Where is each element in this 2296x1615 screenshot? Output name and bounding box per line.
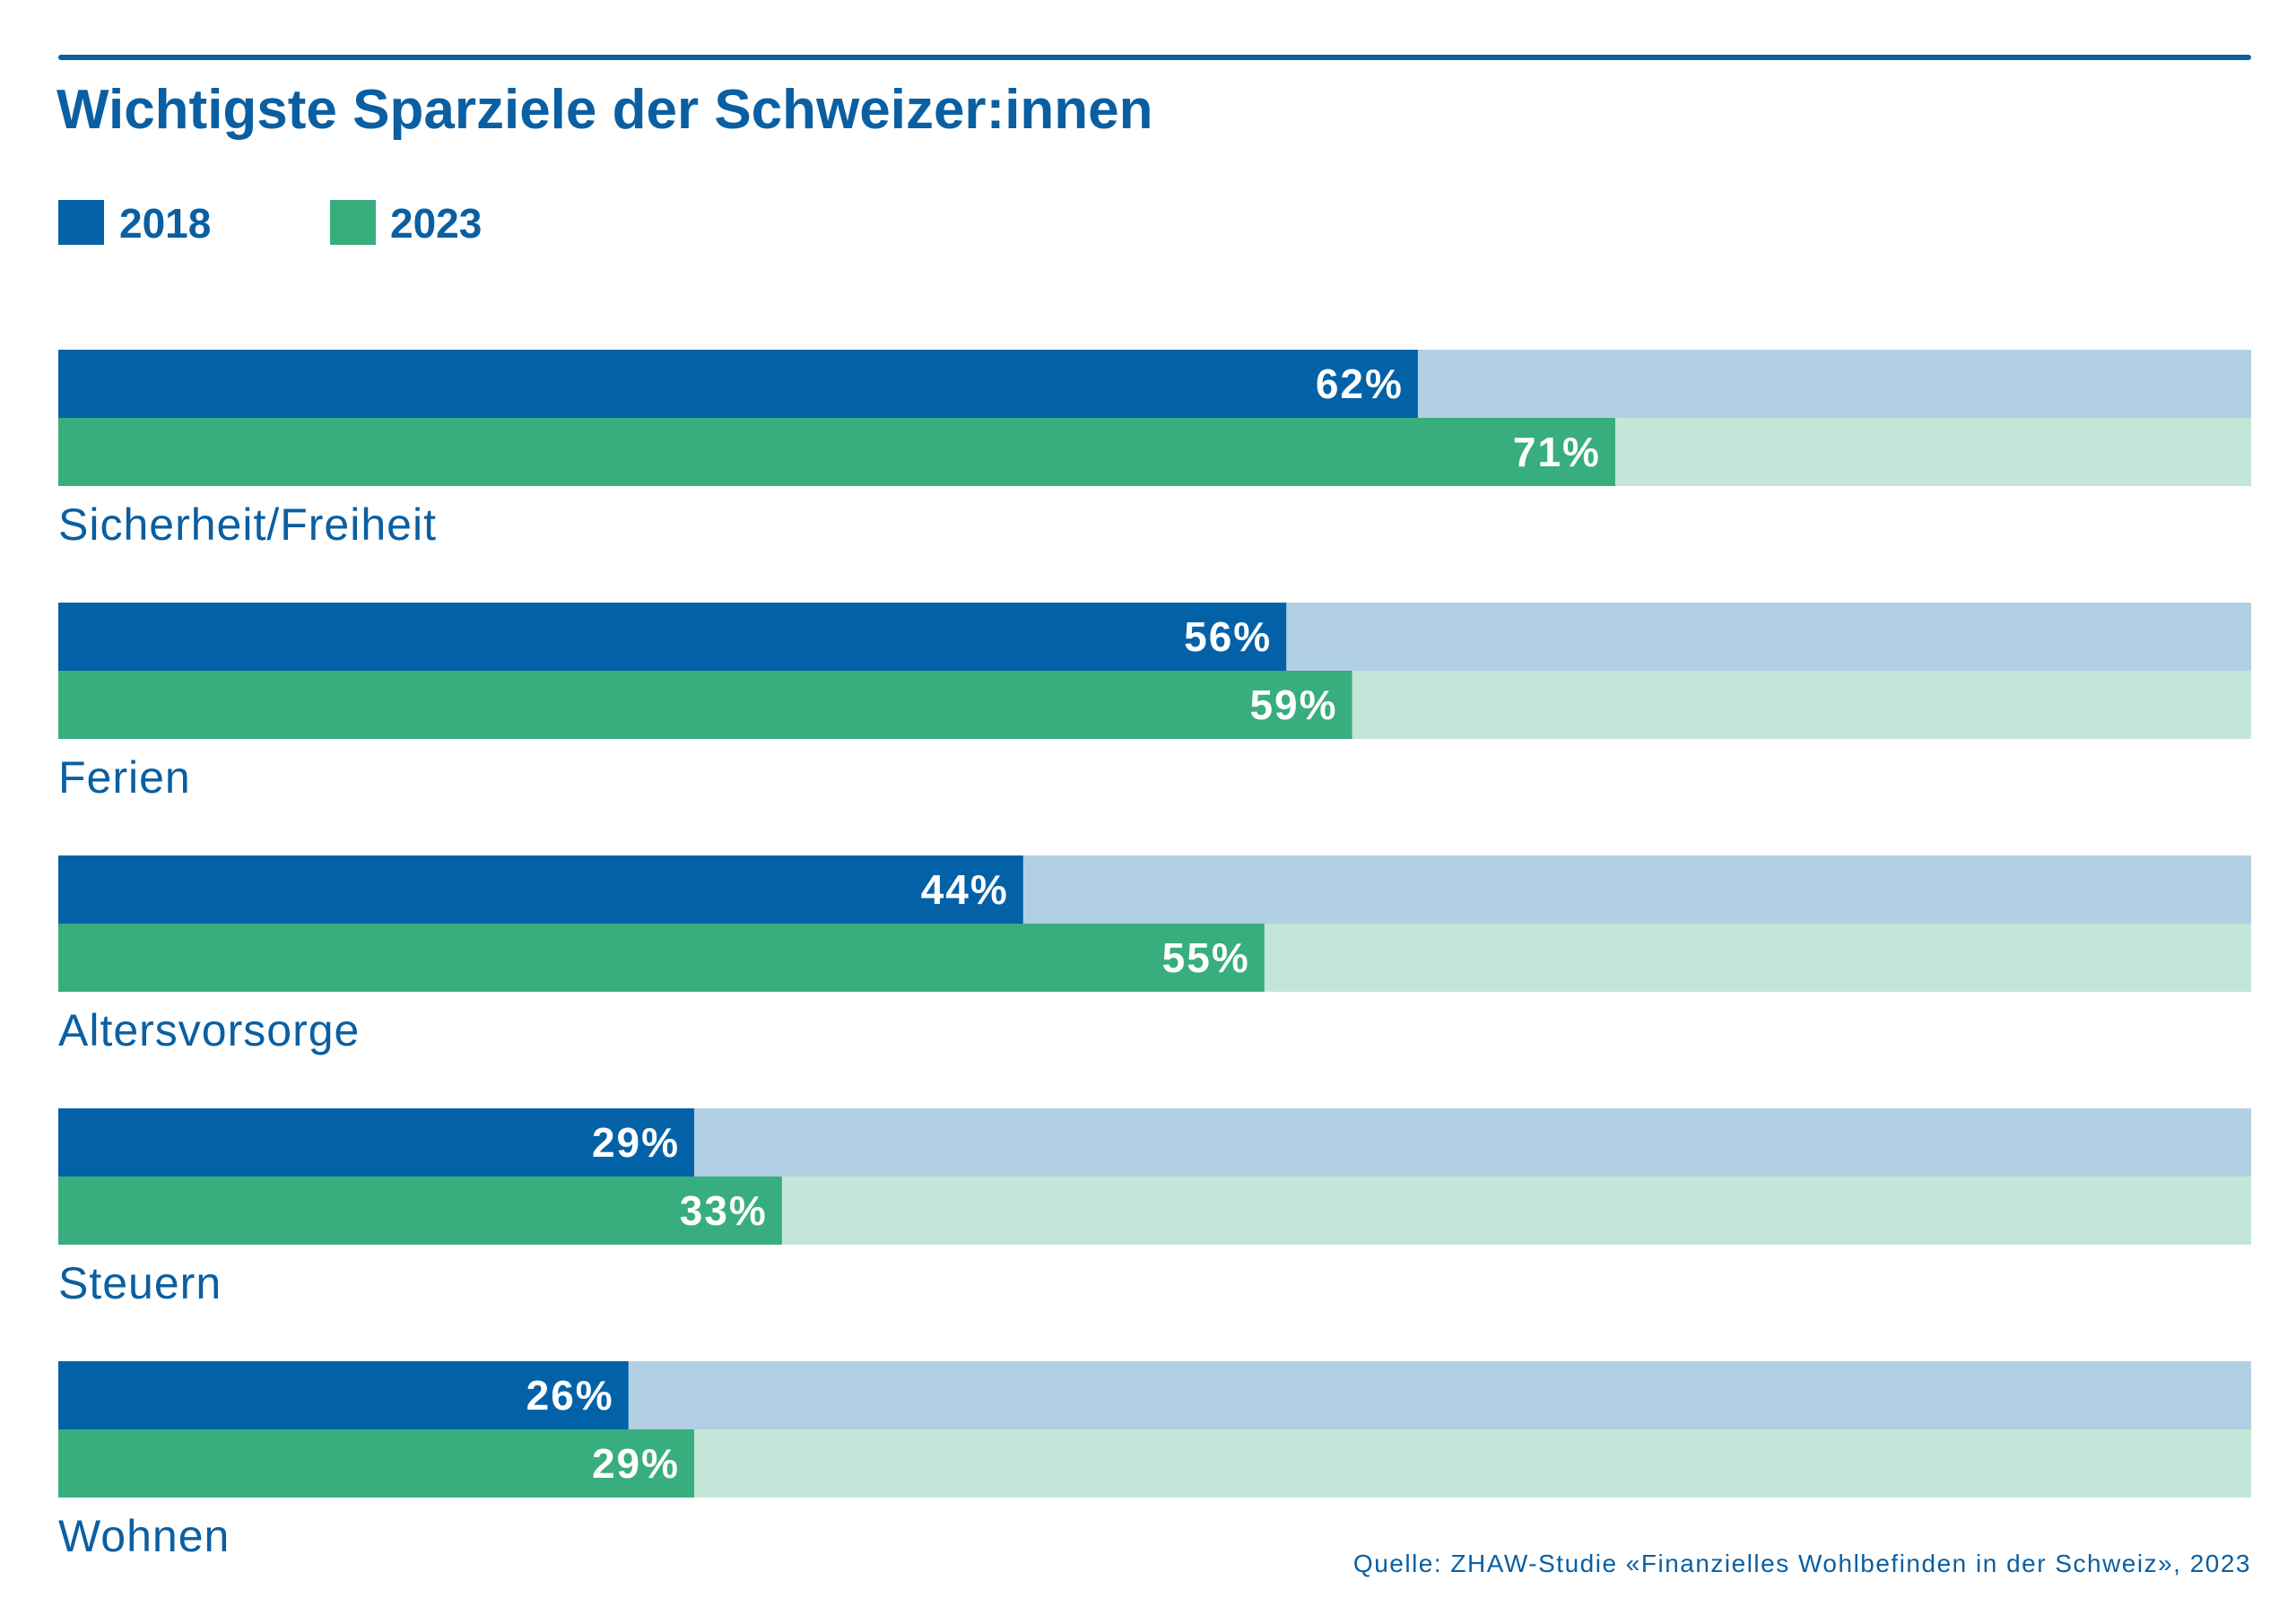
value-label-2023: 55% [1162, 934, 1250, 981]
legend-swatch-2023 [330, 200, 376, 245]
category-label: Ferien [58, 752, 191, 803]
bar-2023 [58, 1429, 695, 1498]
bar-2023 [58, 418, 1615, 486]
bar-2023 [58, 1177, 782, 1245]
value-label-2018: 62% [1316, 360, 1404, 407]
value-label-2018: 26% [526, 1372, 614, 1419]
category-label: Steuern [58, 1258, 222, 1308]
value-label-2018: 44% [921, 866, 1009, 913]
bar-2018 [58, 350, 1418, 418]
bar-2018 [58, 1361, 629, 1429]
bar-2018 [58, 855, 1023, 924]
value-label-2018: 29% [592, 1119, 680, 1166]
value-label-2023: 59% [1249, 682, 1337, 728]
bar-2018 [58, 1108, 695, 1177]
value-label-2023: 71% [1513, 429, 1601, 475]
bar-group: 26% 29% Wohnen [58, 1361, 2251, 1561]
value-label-2018: 56% [1184, 613, 1272, 660]
chart-title: Wichtigste Sparziele der Schweizer:innen [57, 79, 1153, 141]
legend: 2018 2023 [58, 200, 482, 247]
value-label-2023: 29% [592, 1440, 680, 1487]
bar-2023 [58, 924, 1265, 992]
legend-swatch-2018 [58, 200, 104, 245]
value-label-2023: 33% [680, 1187, 768, 1234]
bar-group: 56% 59% Ferien [58, 603, 2251, 803]
legend-label-2018: 2018 [119, 200, 211, 247]
bar-group: 44% 55% Altersvorsorge [58, 855, 2251, 1055]
category-label: Sicherheit/Freiheit [58, 499, 437, 550]
top-rule [58, 55, 2251, 60]
legend-label-2023: 2023 [390, 200, 482, 247]
category-label: Altersvorsorge [58, 1005, 360, 1055]
source-note: Quelle: ZHAW-Studie «Finanzielles Wohlbe… [1353, 1550, 2251, 1577]
bar-group: 29%33% Steuern [58, 1108, 2251, 1308]
category-label: Wohnen [58, 1511, 230, 1561]
bars-group: 62% 71% Sicherheit/Freiheit 56% 59% Ferien 44%… [58, 350, 2251, 1561]
bar-2023 [58, 671, 1352, 739]
bar-2018 [58, 603, 1287, 671]
bar-group: 62% 71% Sicherheit/Freiheit [58, 350, 2251, 550]
